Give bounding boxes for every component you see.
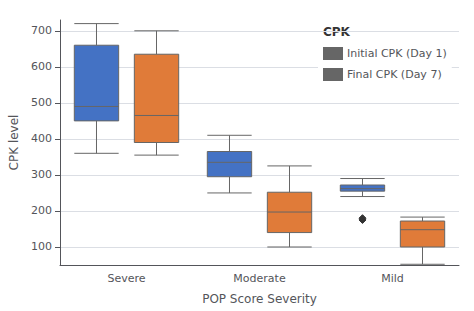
svg-text:CPK level: CPK level xyxy=(7,115,21,171)
svg-text:Final CPK (Day 7): Final CPK (Day 7) xyxy=(347,68,442,81)
svg-text:Severe: Severe xyxy=(107,272,145,285)
svg-text:700: 700 xyxy=(31,24,52,37)
svg-text:200: 200 xyxy=(31,204,52,217)
svg-text:500: 500 xyxy=(31,96,52,109)
svg-text:Mild: Mild xyxy=(381,272,404,285)
svg-text:600: 600 xyxy=(31,60,52,73)
svg-text:CPK: CPK xyxy=(323,25,350,39)
svg-text:Moderate: Moderate xyxy=(233,272,286,285)
svg-text:300: 300 xyxy=(31,168,52,181)
svg-text:Initial CPK (Day 1): Initial CPK (Day 1) xyxy=(347,47,447,60)
svg-text:POP Score Severity: POP Score Severity xyxy=(202,292,317,306)
svg-text:100: 100 xyxy=(31,240,52,253)
svg-text:400: 400 xyxy=(31,132,52,145)
